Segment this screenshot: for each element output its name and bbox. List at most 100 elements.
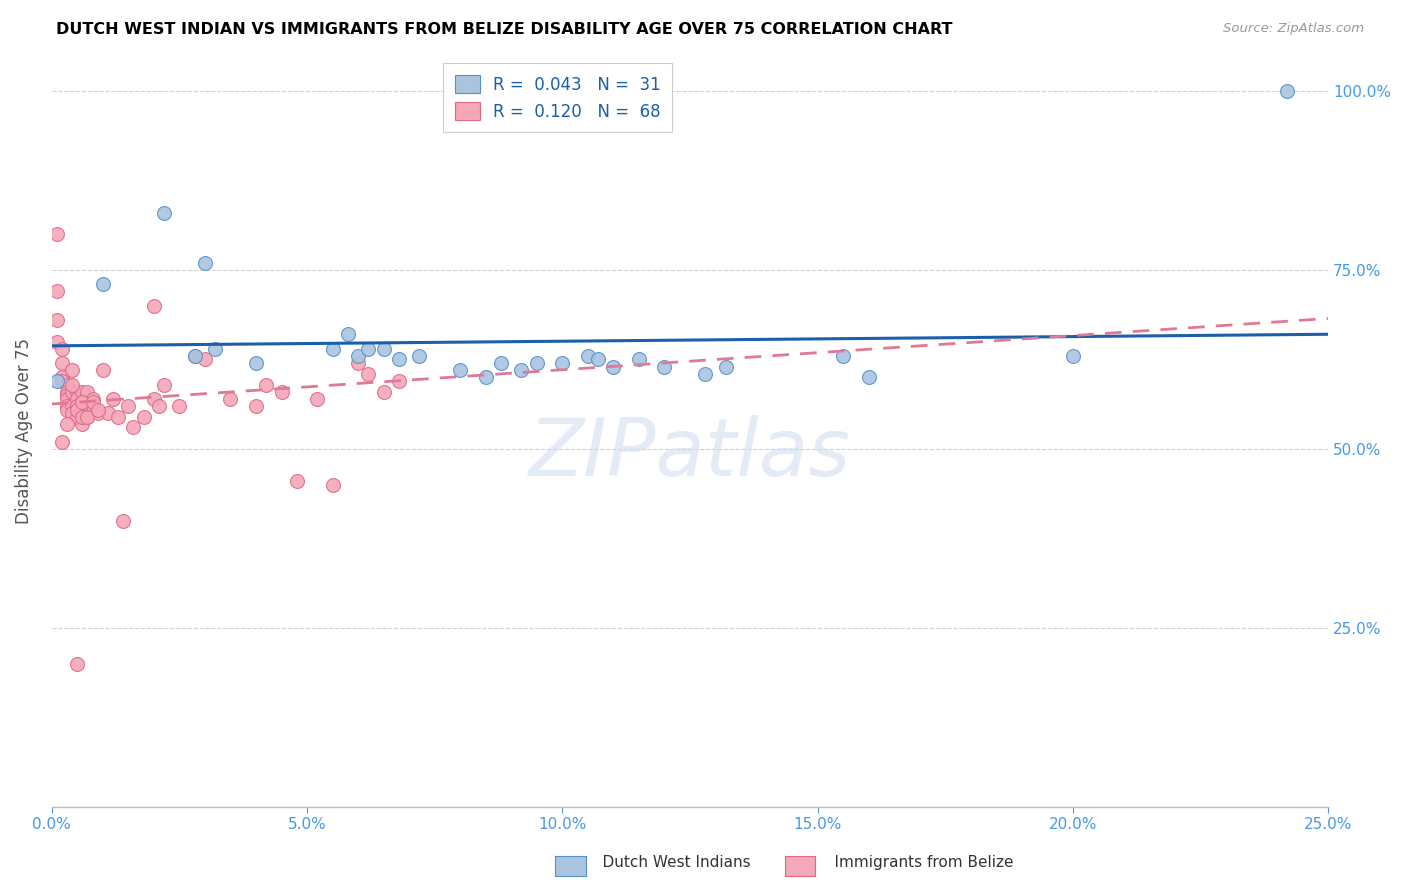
- Point: [474, 370, 496, 384]
- Point: [66, 409, 89, 424]
- Point: [51, 356, 73, 370]
- Point: [60, 406, 83, 420]
- Point: [86, 402, 108, 417]
- Point: [72, 395, 94, 409]
- Point: [245, 356, 267, 370]
- Point: [526, 356, 548, 370]
- Point: [270, 384, 292, 399]
- Point: [132, 409, 155, 424]
- Point: [66, 392, 89, 406]
- Point: [72, 417, 94, 431]
- Point: [408, 349, 430, 363]
- Point: [66, 657, 89, 671]
- Point: [51, 342, 73, 356]
- Point: [51, 434, 73, 449]
- Point: [153, 377, 176, 392]
- Point: [489, 356, 512, 370]
- Point: [51, 370, 73, 384]
- Point: [576, 349, 599, 363]
- Point: [66, 402, 89, 417]
- Point: [56, 392, 79, 406]
- Point: [307, 392, 329, 406]
- Point: [56, 377, 79, 392]
- Point: [60, 363, 83, 377]
- Point: [586, 352, 609, 367]
- Point: [142, 299, 165, 313]
- Point: [194, 256, 217, 270]
- Point: [91, 277, 114, 292]
- Point: [45, 227, 67, 242]
- Point: [56, 399, 79, 413]
- Point: [654, 359, 676, 374]
- Point: [602, 359, 624, 374]
- Point: [204, 342, 226, 356]
- Point: [72, 395, 94, 409]
- Point: [357, 367, 380, 381]
- Point: [347, 349, 370, 363]
- Point: [72, 384, 94, 399]
- Point: [107, 409, 129, 424]
- Point: [627, 352, 650, 367]
- Point: [254, 377, 277, 392]
- Point: [60, 384, 83, 399]
- Text: Immigrants from Belize: Immigrants from Belize: [815, 855, 1014, 870]
- Point: [194, 352, 217, 367]
- Point: [388, 374, 411, 388]
- Text: ZIPatlas: ZIPatlas: [529, 415, 851, 492]
- Point: [322, 477, 344, 491]
- Point: [45, 374, 67, 388]
- Point: [858, 370, 880, 384]
- Point: [51, 374, 73, 388]
- Point: [219, 392, 242, 406]
- Y-axis label: Disability Age Over 75: Disability Age Over 75: [15, 338, 32, 524]
- Point: [82, 392, 104, 406]
- Point: [551, 356, 574, 370]
- Point: [142, 392, 165, 406]
- Point: [56, 384, 79, 399]
- Point: [373, 384, 395, 399]
- Point: [153, 205, 176, 219]
- Point: [76, 384, 98, 399]
- Point: [245, 399, 267, 413]
- Point: [56, 402, 79, 417]
- Point: [510, 363, 533, 377]
- Legend: R =  0.043   N =  31, R =  0.120   N =  68: R = 0.043 N = 31, R = 0.120 N = 68: [443, 63, 672, 133]
- Point: [66, 384, 89, 399]
- Text: DUTCH WEST INDIAN VS IMMIGRANTS FROM BELIZE DISABILITY AGE OVER 75 CORRELATION C: DUTCH WEST INDIAN VS IMMIGRANTS FROM BEL…: [56, 22, 953, 37]
- Point: [695, 367, 717, 381]
- Point: [183, 349, 205, 363]
- Point: [56, 417, 79, 431]
- Point: [76, 409, 98, 424]
- Point: [347, 356, 370, 370]
- Text: Dutch West Indians: Dutch West Indians: [583, 855, 751, 870]
- Point: [72, 406, 94, 420]
- Point: [1277, 84, 1299, 98]
- Point: [60, 399, 83, 413]
- Point: [56, 388, 79, 402]
- Point: [122, 420, 145, 434]
- Point: [45, 285, 67, 299]
- Point: [148, 399, 170, 413]
- Point: [91, 363, 114, 377]
- Point: [66, 399, 89, 413]
- Point: [101, 392, 124, 406]
- Point: [82, 399, 104, 413]
- Point: [357, 342, 380, 356]
- Point: [183, 349, 205, 363]
- Point: [97, 406, 120, 420]
- Point: [373, 342, 395, 356]
- Point: [714, 359, 737, 374]
- Point: [76, 409, 98, 424]
- Point: [60, 377, 83, 392]
- Point: [1062, 349, 1084, 363]
- Text: Source: ZipAtlas.com: Source: ZipAtlas.com: [1223, 22, 1364, 36]
- Point: [285, 474, 308, 488]
- Point: [45, 313, 67, 327]
- Point: [82, 395, 104, 409]
- Point: [388, 352, 411, 367]
- Point: [45, 334, 67, 349]
- Point: [86, 406, 108, 420]
- Point: [449, 363, 471, 377]
- Point: [336, 327, 359, 342]
- Point: [832, 349, 855, 363]
